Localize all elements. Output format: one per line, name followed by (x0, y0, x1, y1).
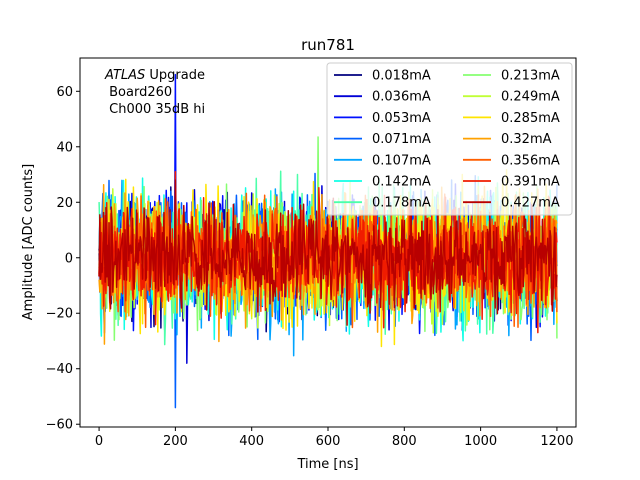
annotation-atlas: ATLAS (104, 68, 145, 83)
y-axis: −60 −40 −20 0 20 40 60 (46, 85, 80, 433)
x-tick-label: 400 (239, 434, 264, 449)
series-line-0.427mA (98, 179, 558, 326)
legend-entry: 0.249mA (501, 90, 560, 105)
y-tick-label: 40 (56, 140, 73, 155)
legend-entry: 0.053mA (372, 111, 431, 126)
y-tick-label: 60 (56, 85, 73, 100)
y-tick-label: −60 (46, 418, 73, 433)
legend: 0.018mA 0.036mA 0.053mA 0.071mA 0.107mA 0.142… (326, 62, 573, 216)
annotation-line-2: Board260 (105, 85, 172, 100)
legend-entry: 0.356mA (501, 153, 560, 168)
y-axis-label: Amplitude [ADC counts] (21, 164, 36, 320)
x-tick-label: 600 (316, 434, 341, 449)
annotation: ATLAS Upgrade Board260 Ch000 35dB hi (104, 68, 205, 117)
x-axis-label: Time [ns] (296, 457, 358, 472)
legend-entry: 0.036mA (372, 90, 431, 105)
legend-entry: 0.285mA (501, 111, 560, 126)
annotation-line-1: ATLAS Upgrade (104, 68, 205, 83)
x-tick-label: 0 (95, 434, 103, 449)
legend-entry: 0.018mA (372, 69, 431, 84)
x-tick-label: 800 (392, 434, 417, 449)
legend-entry: 0.142mA (372, 175, 431, 190)
legend-entry: 0.107mA (372, 153, 431, 168)
y-tick-label: −40 (46, 362, 73, 377)
x-axis: 0 200 400 600 800 1000 1200 (95, 427, 573, 449)
annotation-upgrade: Upgrade (145, 68, 205, 83)
legend-box (326, 62, 573, 216)
x-tick-label: 1000 (464, 434, 497, 449)
y-tick-label: −20 (46, 307, 73, 322)
legend-entry: 0.213mA (501, 69, 560, 84)
legend-entry: 0.178mA (372, 196, 431, 211)
legend-entry: 0.427mA (501, 196, 560, 211)
chart-title: run781 (301, 36, 355, 54)
y-tick-label: 0 (65, 251, 73, 266)
annotation-line-3: Ch000 35dB hi (105, 102, 205, 117)
legend-entry: 0.32mA (501, 132, 552, 147)
x-tick-label: 200 (163, 434, 188, 449)
x-tick-label: 1200 (540, 434, 573, 449)
y-tick-label: 20 (56, 196, 73, 211)
series-layer (98, 73, 558, 409)
legend-entry: 0.391mA (501, 175, 560, 190)
legend-entry: 0.071mA (372, 132, 431, 147)
